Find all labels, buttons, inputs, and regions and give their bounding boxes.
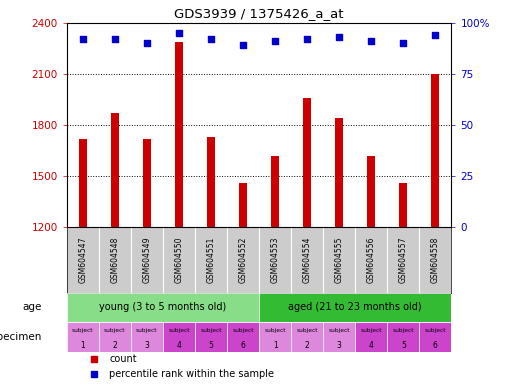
Text: 5: 5 xyxy=(401,341,406,350)
Bar xyxy=(195,322,227,353)
Text: 1: 1 xyxy=(81,341,85,350)
Bar xyxy=(259,293,451,322)
Point xyxy=(335,34,343,40)
Text: GSM604552: GSM604552 xyxy=(239,237,248,283)
Bar xyxy=(163,322,195,353)
Text: 3: 3 xyxy=(144,341,149,350)
Text: 4: 4 xyxy=(176,341,182,350)
Point xyxy=(399,40,407,46)
Text: subject: subject xyxy=(425,328,446,333)
Text: 1: 1 xyxy=(273,341,278,350)
Point xyxy=(175,30,183,36)
Polygon shape xyxy=(44,333,55,342)
Bar xyxy=(143,139,151,227)
Text: GSM604556: GSM604556 xyxy=(367,237,376,283)
Text: GSM604557: GSM604557 xyxy=(399,237,408,283)
Text: subject: subject xyxy=(200,328,222,333)
Bar xyxy=(78,139,87,227)
Point xyxy=(367,38,376,45)
Text: subject: subject xyxy=(72,328,93,333)
Point xyxy=(111,36,119,43)
Text: young (3 to 5 months old): young (3 to 5 months old) xyxy=(99,302,227,312)
Text: 3: 3 xyxy=(337,341,342,350)
Bar xyxy=(303,98,311,227)
Point xyxy=(239,42,247,48)
Text: specimen: specimen xyxy=(0,332,42,342)
Bar xyxy=(271,156,279,227)
Text: GSM604551: GSM604551 xyxy=(206,237,215,283)
Bar xyxy=(67,293,259,322)
Text: count: count xyxy=(109,354,136,364)
Text: GSM604555: GSM604555 xyxy=(334,237,344,283)
Bar xyxy=(98,322,131,353)
Text: subject: subject xyxy=(297,328,318,333)
Text: 2: 2 xyxy=(112,341,117,350)
Text: subject: subject xyxy=(328,328,350,333)
Text: GSM604558: GSM604558 xyxy=(431,237,440,283)
Bar xyxy=(111,113,119,227)
Text: 6: 6 xyxy=(433,341,438,350)
Text: subject: subject xyxy=(136,328,157,333)
Bar xyxy=(175,42,183,227)
Text: subject: subject xyxy=(232,328,254,333)
Bar xyxy=(355,322,387,353)
Polygon shape xyxy=(44,303,55,312)
Text: GSM604553: GSM604553 xyxy=(270,237,280,283)
Point xyxy=(303,36,311,43)
Text: GSM604547: GSM604547 xyxy=(78,237,87,283)
Bar xyxy=(207,137,215,227)
Text: aged (21 to 23 months old): aged (21 to 23 months old) xyxy=(288,302,422,312)
Text: GSM604549: GSM604549 xyxy=(142,237,151,283)
Title: GDS3939 / 1375426_a_at: GDS3939 / 1375426_a_at xyxy=(174,7,344,20)
Text: 5: 5 xyxy=(208,341,213,350)
Bar xyxy=(420,322,451,353)
Point xyxy=(143,40,151,46)
Bar xyxy=(259,322,291,353)
Bar xyxy=(239,183,247,227)
Text: subject: subject xyxy=(392,328,414,333)
Text: subject: subject xyxy=(168,328,190,333)
Bar xyxy=(291,322,323,353)
Text: 2: 2 xyxy=(305,341,309,350)
Text: GSM604554: GSM604554 xyxy=(303,237,312,283)
Text: subject: subject xyxy=(264,328,286,333)
Bar xyxy=(367,156,376,227)
Bar xyxy=(323,322,355,353)
Point xyxy=(78,36,87,43)
Point xyxy=(271,38,279,45)
Text: 4: 4 xyxy=(369,341,374,350)
Bar xyxy=(387,322,420,353)
Point xyxy=(431,32,440,38)
Bar xyxy=(399,183,407,227)
Text: 6: 6 xyxy=(241,341,246,350)
Text: percentile rank within the sample: percentile rank within the sample xyxy=(109,369,274,379)
Text: GSM604548: GSM604548 xyxy=(110,237,120,283)
Text: subject: subject xyxy=(361,328,382,333)
Text: age: age xyxy=(22,302,42,312)
Bar xyxy=(131,322,163,353)
Text: GSM604550: GSM604550 xyxy=(174,237,184,283)
Bar xyxy=(431,74,440,227)
Text: subject: subject xyxy=(104,328,126,333)
Point xyxy=(207,36,215,43)
Bar xyxy=(227,322,259,353)
Bar xyxy=(335,118,343,227)
Bar xyxy=(67,322,98,353)
